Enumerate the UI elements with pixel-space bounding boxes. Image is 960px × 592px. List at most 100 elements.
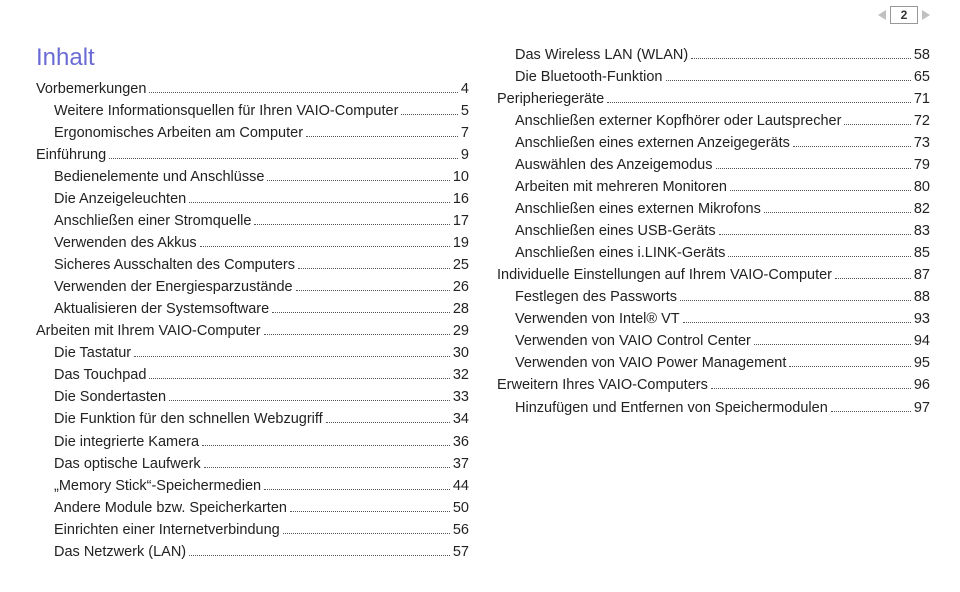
toc-entry-page: 17 bbox=[453, 210, 469, 232]
toc-entry-label: Verwenden von Intel® VT bbox=[515, 308, 680, 330]
toc-entry-page: 50 bbox=[453, 497, 469, 519]
toc-entry[interactable]: Die Sondertasten33 bbox=[54, 386, 469, 408]
toc-entry[interactable]: Die Tastatur30 bbox=[54, 342, 469, 364]
toc-leader-dots bbox=[200, 246, 450, 247]
toc-entry-page: 83 bbox=[914, 220, 930, 242]
toc-entry-page: 29 bbox=[453, 320, 469, 342]
toc-entry[interactable]: Das Netzwerk (LAN)57 bbox=[54, 541, 469, 563]
toc-entry[interactable]: Arbeiten mit mehreren Monitoren 80 bbox=[515, 176, 930, 198]
toc-entry[interactable]: Sicheres Ausschalten des Computers 25 bbox=[54, 254, 469, 276]
toc-entry-page: 57 bbox=[453, 541, 469, 563]
toc-leader-dots bbox=[607, 102, 911, 103]
toc-entry-page: 93 bbox=[914, 308, 930, 330]
toc-entry[interactable]: Verwenden des Akkus19 bbox=[54, 232, 469, 254]
toc-leader-dots bbox=[149, 92, 457, 93]
toc-entry-page: 94 bbox=[914, 330, 930, 352]
toc-leader-dots bbox=[189, 202, 450, 203]
toc-entry[interactable]: Anschließen eines USB-Geräts 83 bbox=[515, 220, 930, 242]
toc-entry-page: 30 bbox=[453, 342, 469, 364]
toc-entry-label: Arbeiten mit mehreren Monitoren bbox=[515, 176, 727, 198]
toc-leader-dots bbox=[189, 555, 450, 556]
toc-entry-label: Bedienelemente und Anschlüsse bbox=[54, 166, 264, 188]
toc-entry-page: 16 bbox=[453, 188, 469, 210]
page-prev-icon[interactable] bbox=[878, 10, 886, 20]
toc-entry[interactable]: Einführung9 bbox=[36, 144, 469, 166]
toc-entry[interactable]: Anschließen einer Stromquelle17 bbox=[54, 210, 469, 232]
toc-entry-label: Peripheriegeräte bbox=[497, 88, 604, 110]
toc-entry-page: 80 bbox=[914, 176, 930, 198]
toc-leader-dots bbox=[789, 366, 911, 367]
toc-leader-dots bbox=[298, 268, 450, 269]
toc-entry-label: Anschließen externer Kopfhörer oder Laut… bbox=[515, 110, 841, 132]
toc-entry[interactable]: Anschließen eines i.LINK-Geräts85 bbox=[515, 242, 930, 264]
toc-left-column: Inhalt Vorbemerkungen4Weitere Informatio… bbox=[36, 44, 469, 563]
toc-leader-dots bbox=[306, 136, 458, 137]
toc-entry-page: 19 bbox=[453, 232, 469, 254]
toc-entry-label: Andere Module bzw. Speicherkarten bbox=[54, 497, 287, 519]
toc-entry[interactable]: Das Wireless LAN (WLAN)58 bbox=[515, 44, 930, 66]
toc-entry-label: Das Wireless LAN (WLAN) bbox=[515, 44, 688, 66]
toc-entry[interactable]: Verwenden von Intel® VT 93 bbox=[515, 308, 930, 330]
toc-entry[interactable]: Die Bluetooth-Funktion65 bbox=[515, 66, 930, 88]
toc-right-column: Das Wireless LAN (WLAN)58Die Bluetooth-F… bbox=[497, 44, 930, 563]
toc-entry[interactable]: Andere Module bzw. Speicherkarten 50 bbox=[54, 497, 469, 519]
toc-entry[interactable]: Verwenden von VAIO Control Center94 bbox=[515, 330, 930, 352]
toc-entry-label: Sicheres Ausschalten des Computers bbox=[54, 254, 295, 276]
toc-entry-label: Hinzufügen und Entfernen von Speichermod… bbox=[515, 397, 828, 419]
toc-entry-label: Verwenden von VAIO Power Management bbox=[515, 352, 786, 374]
toc-entry[interactable]: Einrichten einer Internetverbindung56 bbox=[54, 519, 469, 541]
toc-entry[interactable]: Ergonomisches Arbeiten am Computer7 bbox=[54, 122, 469, 144]
toc-leader-dots bbox=[728, 256, 911, 257]
toc-entry-page: 72 bbox=[914, 110, 930, 132]
toc-entry-label: Einrichten einer Internetverbindung bbox=[54, 519, 280, 541]
toc-entry[interactable]: Arbeiten mit Ihrem VAIO-Computer29 bbox=[36, 320, 469, 342]
toc-entry-label: Vorbemerkungen bbox=[36, 78, 146, 100]
toc-entry-label: Aktualisieren der Systemsoftware bbox=[54, 298, 269, 320]
toc-entry[interactable]: Weitere Informationsquellen für Ihren VA… bbox=[54, 100, 469, 122]
toc-leader-dots bbox=[149, 378, 449, 379]
toc-entry-page: 10 bbox=[453, 166, 469, 188]
toc-entry[interactable]: Hinzufügen und Entfernen von Speichermod… bbox=[515, 397, 930, 419]
toc-entry[interactable]: Erweitern Ihres VAIO-Computers96 bbox=[497, 374, 930, 396]
toc-entry-page: 25 bbox=[453, 254, 469, 276]
toc-entry-page: 32 bbox=[453, 364, 469, 386]
toc-entry[interactable]: Verwenden von VAIO Power Management95 bbox=[515, 352, 930, 374]
toc-entry[interactable]: Festlegen des Passworts88 bbox=[515, 286, 930, 308]
toc-entry[interactable]: Peripheriegeräte 71 bbox=[497, 88, 930, 110]
toc-entry[interactable]: Vorbemerkungen4 bbox=[36, 78, 469, 100]
toc-entry[interactable]: Anschließen eines externen Mikrofons82 bbox=[515, 198, 930, 220]
toc-entry[interactable]: Individuelle Einstellungen auf Ihrem VAI… bbox=[497, 264, 930, 286]
toc-entry-label: Die Funktion für den schnellen Webzugrif… bbox=[54, 408, 323, 430]
toc-entry-page: 5 bbox=[461, 100, 469, 122]
toc-leader-dots bbox=[730, 190, 911, 191]
toc-entry-label: Das Touchpad bbox=[54, 364, 146, 386]
toc-entry-page: 71 bbox=[914, 88, 930, 110]
toc-leader-dots bbox=[326, 422, 450, 423]
toc-entry-label: Individuelle Einstellungen auf Ihrem VAI… bbox=[497, 264, 832, 286]
toc-entry[interactable]: Verwenden der Energiesparzustände26 bbox=[54, 276, 469, 298]
toc-entry[interactable]: Das Touchpad 32 bbox=[54, 364, 469, 386]
toc-leader-dots bbox=[272, 312, 450, 313]
toc-leader-dots bbox=[683, 322, 911, 323]
toc-leader-dots bbox=[290, 511, 450, 512]
page-next-icon[interactable] bbox=[922, 10, 930, 20]
toc-leader-dots bbox=[401, 114, 458, 115]
toc-entry-label: Verwenden der Energiesparzustände bbox=[54, 276, 293, 298]
toc-entry[interactable]: „Memory Stick“-Speichermedien44 bbox=[54, 475, 469, 497]
toc-leader-dots bbox=[835, 278, 911, 279]
toc-entry[interactable]: Anschließen externer Kopfhörer oder Laut… bbox=[515, 110, 930, 132]
toc-entry-label: „Memory Stick“-Speichermedien bbox=[54, 475, 261, 497]
toc-entry[interactable]: Anschließen eines externen Anzeigegeräts… bbox=[515, 132, 930, 154]
toc-entry[interactable]: Bedienelemente und Anschlüsse 10 bbox=[54, 166, 469, 188]
page-number: 2 bbox=[890, 6, 918, 24]
toc-entry[interactable]: Die Anzeigeleuchten16 bbox=[54, 188, 469, 210]
toc-entry[interactable]: Die integrierte Kamera36 bbox=[54, 431, 469, 453]
toc-heading: Inhalt bbox=[36, 44, 469, 72]
toc-entry-label: Einführung bbox=[36, 144, 106, 166]
toc-entry[interactable]: Auswählen des Anzeigemodus79 bbox=[515, 154, 930, 176]
toc-entry[interactable]: Die Funktion für den schnellen Webzugrif… bbox=[54, 408, 469, 430]
toc-entry[interactable]: Das optische Laufwerk37 bbox=[54, 453, 469, 475]
toc-leader-dots bbox=[296, 290, 450, 291]
toc-entry-label: Anschließen eines USB-Geräts bbox=[515, 220, 716, 242]
toc-entry[interactable]: Aktualisieren der Systemsoftware28 bbox=[54, 298, 469, 320]
